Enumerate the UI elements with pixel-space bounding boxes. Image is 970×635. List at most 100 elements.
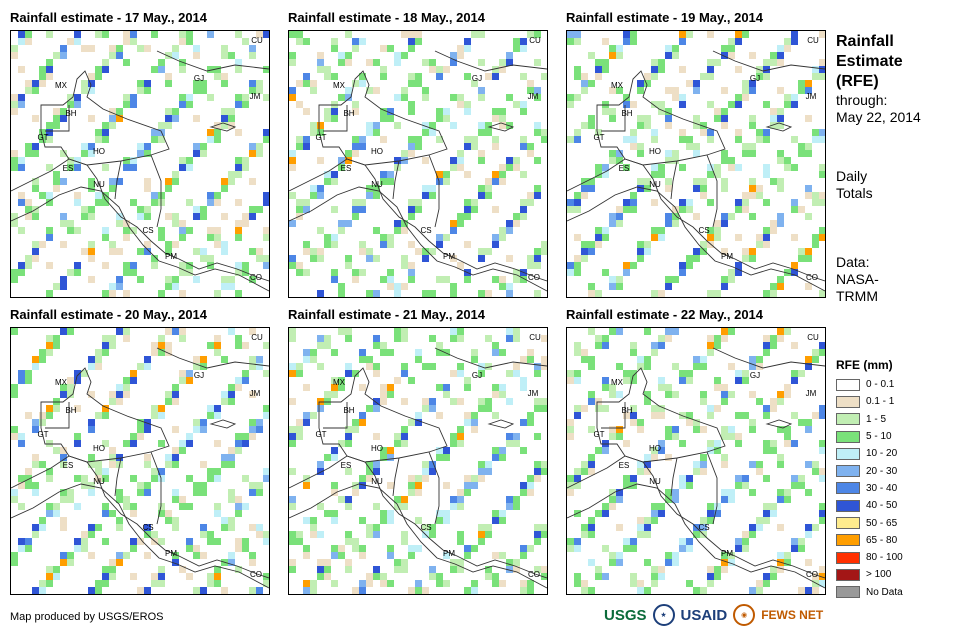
map-svg: CU MX GJ JM BH GT HO ES NU CS PM CO <box>11 31 269 297</box>
rainfall-map: CU MX GJ JM BH GT HO ES NU CS PM CO <box>288 327 548 595</box>
country-border <box>596 367 726 463</box>
legend-swatch <box>836 413 860 426</box>
legend-label: No Data <box>866 586 903 598</box>
map-svg: CU MX GJ JM BH GT HO ES NU CS PM CO <box>11 328 269 594</box>
country-border <box>428 154 440 228</box>
country-border <box>670 457 678 497</box>
country-border <box>567 158 626 192</box>
legend-swatch <box>836 465 860 478</box>
country-label: GJ <box>750 371 760 380</box>
fews-seal-icon: ◉ <box>733 604 756 626</box>
country-label: CO <box>250 570 262 579</box>
country-border <box>601 402 626 429</box>
rainfall-map: CU MX GJ JM BH GT HO ES NU CS PM CO <box>10 30 270 298</box>
country-border <box>11 455 70 489</box>
usgs-logo: USGS <box>604 606 647 624</box>
legend-swatch <box>836 482 860 495</box>
panel-title: Rainfall estimate - 20 May., 2014 <box>10 307 208 322</box>
country-border <box>40 367 170 463</box>
country-label: BH <box>343 406 354 415</box>
country-label: GT <box>37 430 48 439</box>
rainfall-cells <box>289 31 547 297</box>
country-border <box>45 105 70 132</box>
rainfall-map: CU MX GJ JM BH GT HO ES NU CS PM CO <box>10 327 270 595</box>
country-border <box>601 105 626 132</box>
country-border <box>567 483 825 589</box>
map-credit: Map produced by USGS/EROS <box>10 611 164 623</box>
country-label: CU <box>251 36 263 45</box>
country-border <box>487 122 515 132</box>
country-border <box>318 70 448 166</box>
title-line: (RFE) <box>836 73 879 90</box>
country-border <box>114 457 122 497</box>
country-label: JM <box>528 389 539 398</box>
legend-label: 1 - 5 <box>866 413 887 425</box>
country-label: JM <box>806 92 817 101</box>
country-label: JM <box>806 389 817 398</box>
legend-items: 0 - 0.1 0.1 - 1 1 - 5 5 - 10 10 - 20 20 - 30 3… <box>836 376 903 601</box>
country-label: BH <box>621 406 632 415</box>
country-label: CU <box>807 36 819 45</box>
country-border <box>428 451 440 525</box>
country-label: NU <box>371 180 383 189</box>
country-border <box>156 50 269 72</box>
country-label: CS <box>698 523 709 532</box>
country-border <box>209 122 237 132</box>
panel-title: Rainfall estimate - 22 May., 2014 <box>566 307 764 322</box>
country-border <box>289 455 348 489</box>
country-label: GJ <box>750 74 760 83</box>
country-label: JM <box>528 92 539 101</box>
legend-swatch <box>836 551 860 564</box>
country-label: JM <box>250 92 261 101</box>
country-border <box>765 419 793 429</box>
rainfall-cells <box>289 328 547 594</box>
legend-label: 0 - 0.1 <box>866 379 895 391</box>
country-label: CU <box>807 333 819 342</box>
country-label: CS <box>420 226 431 235</box>
country-label: BH <box>621 109 632 118</box>
usaid-logo: USAID <box>680 606 728 624</box>
country-border <box>434 347 547 369</box>
country-label: PM <box>443 549 455 558</box>
country-label: GT <box>315 133 326 142</box>
country-label: GJ <box>194 74 204 83</box>
legend-label: 10 - 20 <box>866 448 898 460</box>
country-label: MX <box>55 378 68 387</box>
country-label: BH <box>343 109 354 118</box>
country-label: CS <box>420 523 431 532</box>
country-border <box>68 455 269 579</box>
country-border <box>706 451 718 525</box>
country-border <box>289 483 547 589</box>
country-label: CU <box>529 333 541 342</box>
country-border <box>346 158 547 282</box>
country-border <box>209 419 237 429</box>
country-label: MX <box>333 81 346 90</box>
legend-swatch <box>836 499 860 512</box>
totals-line: Totals <box>836 185 873 201</box>
country-label: NU <box>649 477 661 486</box>
legend-item: 80 - 100 <box>836 549 903 566</box>
country-label: CU <box>251 333 263 342</box>
rfe-legend: RFE (mm) 0 - 0.1 0.1 - 1 1 - 5 5 - 10 10 - 2… <box>836 358 903 601</box>
legend-item: No Data <box>836 584 903 601</box>
panel-title: Rainfall estimate - 19 May., 2014 <box>566 10 764 25</box>
country-border <box>434 50 547 72</box>
panel-title: Rainfall estimate - 17 May., 2014 <box>10 10 208 25</box>
country-border <box>624 455 825 579</box>
totals-line: Daily <box>836 168 868 184</box>
country-label: NU <box>649 180 661 189</box>
country-border <box>323 105 348 132</box>
country-border <box>624 158 825 282</box>
legend-swatch <box>836 534 860 547</box>
country-border <box>289 158 348 192</box>
map-svg: CU MX GJ JM BH GT HO ES NU CS PM CO <box>567 31 825 297</box>
country-border <box>765 122 793 132</box>
country-label: JM <box>250 389 261 398</box>
through-label: through: <box>836 92 888 108</box>
legend-item: 0 - 0.1 <box>836 376 903 393</box>
country-border <box>68 158 269 282</box>
country-border <box>150 451 162 525</box>
rainfall-cells <box>11 31 269 297</box>
data-line: NASA- <box>836 271 879 287</box>
legend-label: 30 - 40 <box>866 482 898 494</box>
